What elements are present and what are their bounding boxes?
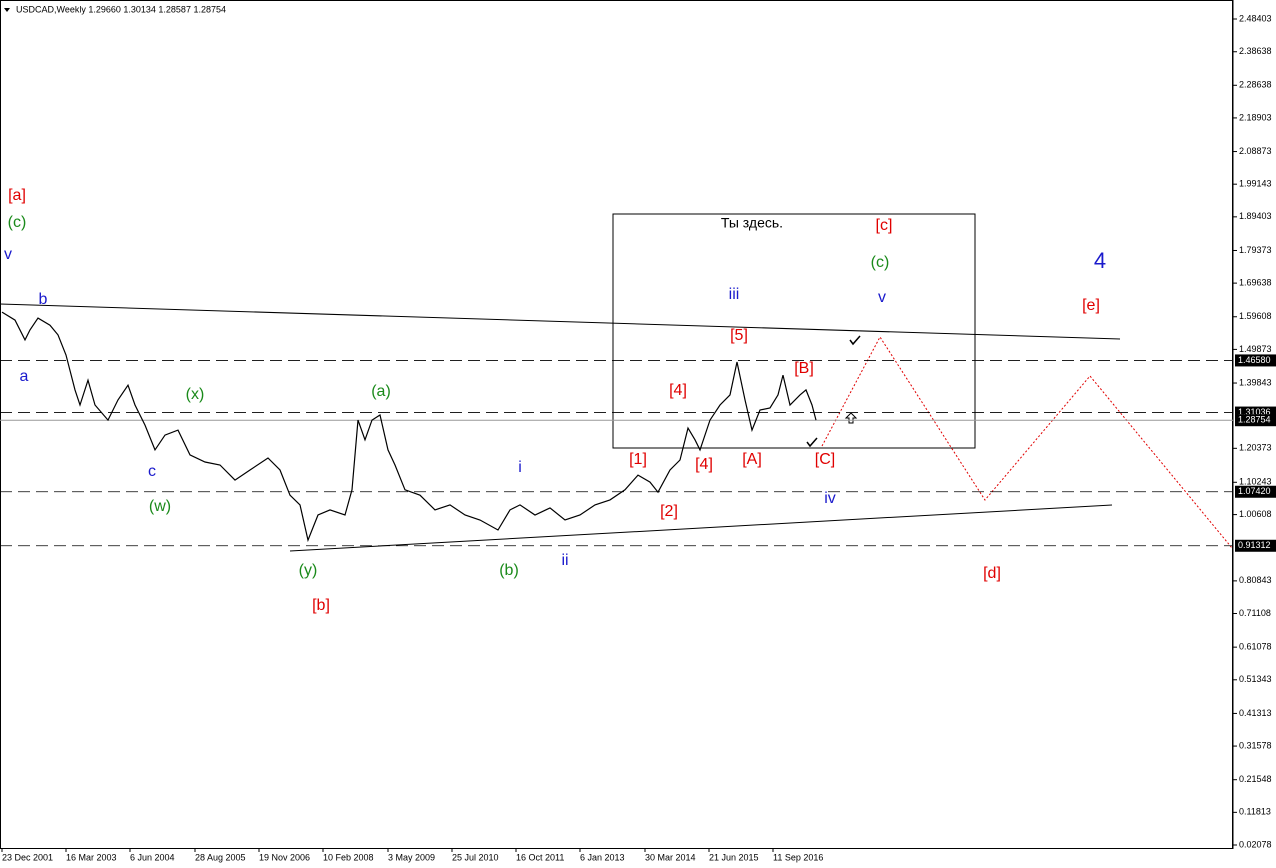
- projection: [821, 336, 1233, 549]
- check-mark: [806, 437, 818, 448]
- y-tick-label: 1.49873: [1239, 344, 1272, 354]
- wave-label: a: [20, 368, 29, 385]
- wave-label: [2]: [660, 503, 678, 520]
- x-tick-label: 23 Dec 2001: [2, 852, 53, 862]
- wave-label: [A]: [742, 451, 762, 468]
- price-line: [1, 311, 817, 543]
- y-tick-label: 1.39843: [1239, 377, 1272, 387]
- wave-label: (c): [871, 254, 890, 271]
- last-price-label: 1.28754: [1238, 415, 1271, 425]
- x-tick-label: 25 Jul 2010: [452, 852, 499, 862]
- y-tick-label: 0.02078: [1239, 839, 1272, 849]
- y-tick-label: 2.18903: [1239, 112, 1272, 122]
- y-tick-label: 2.28638: [1239, 80, 1272, 90]
- wave-label: v: [878, 289, 886, 306]
- y-tick-label: 2.08873: [1239, 146, 1272, 156]
- x-tick-label: 30 Mar 2014: [645, 852, 696, 862]
- wave-label: ii: [561, 552, 568, 569]
- wave-label: [1]: [629, 451, 647, 468]
- wave-label: (c): [8, 214, 27, 231]
- wave-label: iii: [729, 286, 740, 303]
- wave-label: (w): [149, 498, 171, 515]
- wave-label: [5]: [730, 327, 748, 344]
- y-tick-label: 0.61078: [1239, 642, 1272, 652]
- wave-label: v: [4, 246, 12, 263]
- y-tick-label: 1.99143: [1239, 179, 1272, 189]
- wave-label: (x): [186, 386, 205, 403]
- y-tick-label: 1.10243: [1239, 477, 1272, 487]
- y-tick-label: 0.41313: [1239, 708, 1272, 718]
- x-tick-label: 3 May 2009: [388, 852, 435, 862]
- level-box: [1235, 354, 1276, 367]
- y-tick-label: 1.69638: [1239, 277, 1272, 287]
- wave-label: [C]: [815, 451, 835, 468]
- last-price-box: [1235, 414, 1276, 427]
- level-box: [1235, 485, 1276, 498]
- wave-label: [B]: [794, 360, 814, 377]
- y-tick-label: 0.51343: [1239, 674, 1272, 684]
- x-tick-label: 6 Jan 2013: [580, 852, 625, 862]
- x-tick-label: 28 Aug 2005: [195, 852, 246, 862]
- wave-label: [d]: [983, 565, 1001, 582]
- y-tick-label: 0.80843: [1239, 575, 1272, 585]
- level-label: 1.07420: [1238, 486, 1271, 496]
- x-tick-label: 21 Jun 2015: [709, 852, 759, 862]
- y-tick-label: 1.79373: [1239, 245, 1272, 255]
- wave-label: (y): [299, 562, 318, 579]
- trend-line: [0, 303, 1121, 340]
- wave-label: [c]: [876, 217, 893, 234]
- level-label: 1.46580: [1238, 355, 1271, 365]
- plot-frame: [0, 0, 1233, 849]
- wave-label: (a): [371, 383, 391, 400]
- y-tick-label: 2.38638: [1239, 46, 1272, 56]
- y-tick-label: 2.48403: [1239, 13, 1272, 23]
- level-box: [1235, 539, 1276, 552]
- wave-label: (b): [499, 562, 519, 579]
- y-tick-label: 1.20373: [1239, 443, 1272, 453]
- x-tick-label: 19 Nov 2006: [259, 852, 310, 862]
- y-tick-label: 0.71108: [1239, 608, 1271, 618]
- chart-title: USDCAD,Weekly 1.29660 1.30134 1.28587 1.…: [16, 4, 226, 14]
- wave-label: i: [518, 459, 522, 476]
- wave-label: 4: [1094, 248, 1106, 273]
- menu-triangle: [4, 8, 10, 12]
- wave-label: b: [39, 291, 48, 308]
- wave-label: Ты здесь.: [721, 215, 783, 231]
- wave-label: [4]: [669, 382, 687, 399]
- y-tick-label: 0.31578: [1239, 740, 1272, 750]
- y-tick-label: 1.59608: [1239, 311, 1272, 321]
- wave-label: [4]: [695, 456, 713, 473]
- highlight-box: [612, 213, 976, 449]
- x-tick-label: 10 Feb 2008: [323, 852, 374, 862]
- wave-label: iv: [824, 490, 836, 507]
- y-tick-label: 1.00608: [1239, 509, 1272, 519]
- wave-label: c: [148, 463, 156, 480]
- x-tick-label: 6 Jun 2004: [130, 852, 175, 862]
- arrow-icon: [844, 412, 858, 424]
- level-label: 0.91312: [1238, 540, 1271, 550]
- y-tick-label: 0.21548: [1239, 774, 1272, 784]
- x-tick-label: 16 Mar 2003: [66, 852, 117, 862]
- wave-label: [e]: [1082, 297, 1100, 314]
- trend-line: [289, 504, 1113, 552]
- x-tick-label: 16 Oct 2011: [516, 852, 564, 862]
- y-tick-label: 1.89403: [1239, 211, 1272, 221]
- x-tick-label: 11 Sep 2016: [773, 852, 823, 862]
- y-tick-label: 0.11813: [1239, 807, 1271, 817]
- wave-label: [a]: [8, 187, 26, 204]
- check-mark: [849, 335, 861, 346]
- wave-label: [b]: [312, 597, 330, 614]
- level-label: 1.31036: [1238, 407, 1271, 417]
